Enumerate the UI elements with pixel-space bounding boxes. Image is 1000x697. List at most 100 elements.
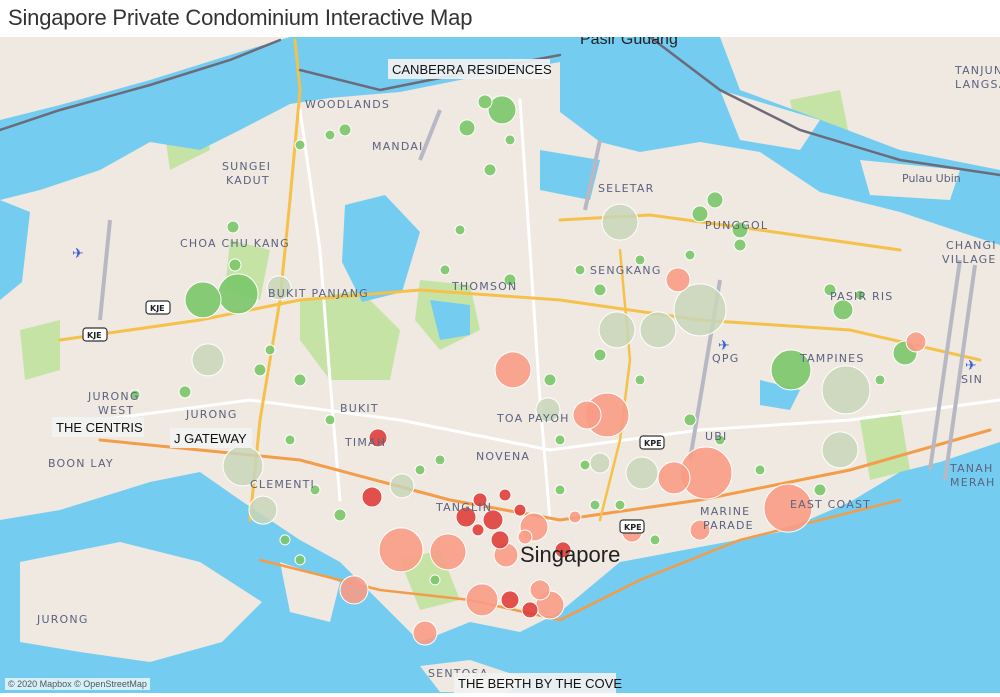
condo-marker[interactable] [264, 344, 276, 356]
condo-marker[interactable] [487, 95, 517, 125]
condo-marker[interactable] [228, 258, 242, 272]
condo-marker[interactable] [294, 139, 306, 151]
condo-marker[interactable] [543, 373, 557, 387]
condo-marker[interactable] [490, 530, 510, 550]
condo-marker[interactable] [293, 373, 307, 387]
condo-marker[interactable] [191, 343, 225, 377]
condo-marker[interactable] [339, 575, 369, 605]
condo-marker[interactable] [823, 283, 837, 297]
condo-marker[interactable] [324, 414, 336, 426]
condo-marker[interactable] [217, 273, 259, 315]
condo-marker[interactable] [905, 331, 927, 353]
condo-marker[interactable] [458, 119, 476, 137]
condo-callouts[interactable]: CANBERRA RESIDENCES THE CENTRIS J GATEWA… [52, 59, 622, 693]
condo-marker[interactable] [361, 486, 383, 508]
condo-marker[interactable] [477, 94, 493, 110]
condo-marker[interactable] [482, 509, 504, 531]
condo-marker[interactable] [665, 267, 691, 293]
condo-marker[interactable] [465, 583, 499, 617]
condo-marker[interactable] [593, 348, 607, 362]
condo-marker[interactable] [639, 311, 677, 349]
condo-marker[interactable] [294, 554, 306, 566]
callout-j-gateway[interactable]: J GATEWAY [174, 431, 247, 446]
condo-marker[interactable] [309, 484, 321, 496]
condo-marker[interactable] [429, 574, 441, 586]
condo-marker[interactable] [253, 363, 267, 377]
condo-marker[interactable] [266, 275, 292, 301]
condo-marker[interactable] [601, 203, 639, 241]
condo-marker[interactable] [731, 221, 749, 239]
condo-marker[interactable] [494, 351, 532, 389]
condo-marker[interactable] [434, 454, 446, 466]
condo-marker[interactable] [706, 191, 724, 209]
condo-marker[interactable] [589, 499, 601, 511]
condo-marker[interactable] [821, 365, 871, 415]
condo-marker[interactable] [733, 238, 747, 252]
condo-marker[interactable] [521, 601, 539, 619]
condo-marker[interactable] [178, 385, 192, 399]
condo-marker[interactable] [472, 492, 488, 508]
condo-marker[interactable] [284, 434, 296, 446]
condo-marker[interactable] [821, 431, 859, 469]
condo-marker[interactable] [454, 224, 466, 236]
condo-marker[interactable] [625, 456, 659, 490]
condo-marker[interactable] [691, 205, 709, 223]
condo-marker[interactable] [471, 523, 485, 537]
callout-canberra-residences[interactable]: CANBERRA RESIDENCES [392, 62, 552, 77]
condo-marker[interactable] [184, 281, 222, 319]
condo-marker[interactable] [874, 374, 886, 386]
condo-marker[interactable] [568, 510, 582, 524]
condo-marker[interactable] [684, 249, 696, 261]
condo-marker[interactable] [649, 534, 661, 546]
condo-marker[interactable] [574, 264, 586, 276]
condo-marker[interactable] [689, 519, 711, 541]
condo-marker[interactable] [503, 273, 517, 287]
condo-marker[interactable] [554, 541, 572, 559]
condo-marker[interactable] [483, 163, 497, 177]
condo-marker[interactable] [634, 374, 646, 386]
condo-marker[interactable] [683, 413, 697, 427]
condo-marker[interactable] [854, 289, 866, 301]
condo-marker[interactable] [572, 400, 602, 430]
condo-marker[interactable] [673, 283, 727, 337]
condo-marker[interactable] [324, 129, 336, 141]
condo-marker[interactable] [389, 473, 415, 499]
condo-marker[interactable] [754, 464, 766, 476]
condo-marker[interactable] [500, 590, 520, 610]
condo-marker[interactable] [529, 579, 551, 601]
condo-marker[interactable] [714, 434, 726, 446]
condo-marker[interactable] [455, 506, 477, 528]
condo-marker[interactable] [634, 254, 646, 266]
condo-marker[interactable] [368, 428, 388, 448]
condo-marker[interactable] [129, 389, 141, 401]
condo-marker[interactable] [589, 452, 611, 474]
condo-marker[interactable] [412, 620, 438, 646]
condo-marker[interactable] [513, 503, 527, 517]
condo-marker[interactable] [657, 461, 691, 495]
condo-marker[interactable] [279, 534, 291, 546]
condo-marker[interactable] [614, 499, 626, 511]
condo-marker[interactable] [338, 123, 352, 137]
callout-the-centris[interactable]: THE CENTRIS [56, 420, 143, 435]
map-canvas[interactable]: Pasir Gudang WOODLANDS MANDAI SUNGEI KAD… [0, 37, 1000, 693]
condo-marker[interactable] [439, 264, 451, 276]
condo-marker[interactable] [378, 527, 424, 573]
condo-marker[interactable] [333, 508, 347, 522]
map-attribution[interactable]: © 2020 Mapbox © OpenStreetMap [5, 678, 150, 690]
condo-marker[interactable] [414, 464, 426, 476]
condo-marker[interactable] [593, 283, 607, 297]
condo-marker[interactable] [504, 134, 516, 146]
condo-marker[interactable] [579, 459, 591, 471]
condo-marker[interactable] [813, 483, 827, 497]
condo-marker[interactable] [832, 299, 854, 321]
condo-marker[interactable] [535, 397, 561, 423]
condo-marker[interactable] [598, 311, 636, 349]
condo-markers[interactable] [129, 94, 927, 646]
condo-marker[interactable] [770, 349, 812, 391]
condo-marker[interactable] [248, 495, 278, 525]
condo-marker[interactable] [498, 488, 512, 502]
condo-marker[interactable] [226, 220, 240, 234]
condo-marker[interactable] [763, 483, 813, 533]
condo-marker[interactable] [517, 529, 533, 545]
condo-marker[interactable] [554, 484, 566, 496]
